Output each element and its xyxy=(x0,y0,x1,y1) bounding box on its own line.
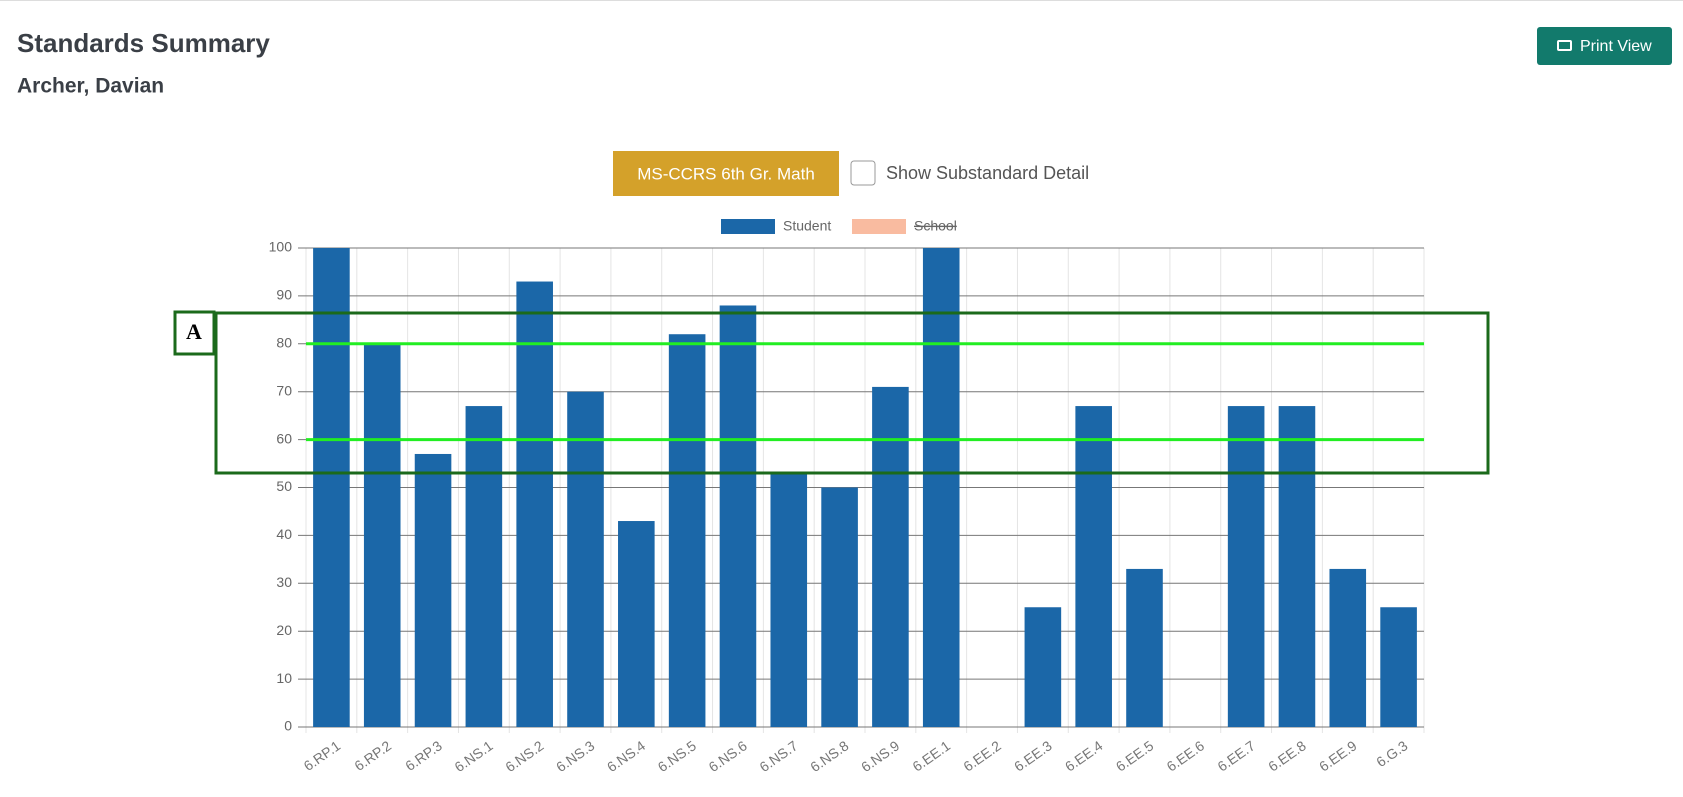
bar xyxy=(1227,406,1265,727)
x-tick-label: 6.RP.1 xyxy=(300,737,343,774)
x-tick-label: 6.EE.9 xyxy=(1316,737,1360,774)
x-tick-label: 6.NS.2 xyxy=(502,737,546,775)
print-icon[interactable] xyxy=(1557,40,1572,51)
x-tick-label: 6.NS.6 xyxy=(706,737,750,775)
bar xyxy=(922,248,960,727)
x-tick-label: 6.EE.1 xyxy=(909,737,953,774)
bar xyxy=(1126,568,1163,727)
y-tick-label: 80 xyxy=(276,335,292,351)
x-tick-label: 6.NS.5 xyxy=(655,737,699,775)
x-tick-label: 6.NS.1 xyxy=(451,737,495,775)
bar xyxy=(516,281,553,727)
y-tick-label: 50 xyxy=(276,478,292,494)
bar xyxy=(1380,607,1417,727)
annotation-tag xyxy=(173,310,216,356)
x-tick-label: 6.EE.2 xyxy=(960,737,1004,774)
bar xyxy=(770,473,808,727)
bar xyxy=(618,521,655,727)
annotation-box xyxy=(214,311,1490,475)
x-tick-label: 6.NS.9 xyxy=(858,737,902,775)
bar xyxy=(1278,406,1316,727)
print-button-bg[interactable] xyxy=(1537,27,1672,65)
x-tick-label: 6.EE.6 xyxy=(1164,737,1208,774)
bar xyxy=(668,334,706,727)
legend-swatch xyxy=(721,219,775,234)
bar xyxy=(414,453,452,727)
bar xyxy=(1329,568,1367,727)
print-button[interactable]: Print View xyxy=(1537,27,1672,65)
standard-button[interactable]: MS-CCRS 6th Gr. Math xyxy=(613,151,839,196)
x-tick-label: 6.EE.7 xyxy=(1214,737,1258,774)
x-tick-label: 6.EE.3 xyxy=(1011,737,1055,774)
print-label[interactable]: Print View xyxy=(1580,38,1652,55)
x-tick-label: 6.NS.4 xyxy=(604,737,648,775)
y-tick-label: 0 xyxy=(284,718,292,734)
standard-button-bg[interactable] xyxy=(613,151,839,196)
bar xyxy=(821,487,858,727)
bar xyxy=(719,305,757,727)
x-tick-label: 6.RP.3 xyxy=(402,737,445,774)
y-tick-label: 10 xyxy=(276,670,292,686)
page-title: Standards Summary xyxy=(17,28,270,58)
x-tick-label: 6.NS.8 xyxy=(807,737,851,775)
x-tick-label: 6.NS.3 xyxy=(553,737,597,775)
student-name: Archer, Davian xyxy=(17,75,164,98)
y-tick-label: 90 xyxy=(276,287,292,303)
bar xyxy=(1024,607,1062,727)
y-tick-label: 100 xyxy=(269,239,293,255)
legend-label: School xyxy=(914,218,957,234)
bar xyxy=(872,386,909,727)
bar xyxy=(567,391,604,727)
x-tick-label: 6.EE.8 xyxy=(1265,737,1309,774)
x-tick-label: 6.EE.5 xyxy=(1113,737,1157,774)
y-tick-label: 70 xyxy=(276,382,292,398)
checkbox[interactable] xyxy=(850,160,876,186)
y-tick-label: 20 xyxy=(276,622,292,638)
x-tick-label: 6.G.3 xyxy=(1373,737,1410,770)
legend-swatch xyxy=(852,219,906,234)
y-tick-label: 40 xyxy=(276,526,292,542)
x-tick-label: 6.EE.4 xyxy=(1062,737,1106,774)
standard-label[interactable]: MS-CCRS 6th Gr. Math xyxy=(637,164,815,183)
bar xyxy=(313,248,350,727)
bar xyxy=(465,406,503,727)
legend-label: Student xyxy=(783,218,831,234)
bar xyxy=(363,343,401,727)
x-tick-label: 6.NS.7 xyxy=(756,737,800,775)
annotation-label: A xyxy=(186,319,202,344)
checkbox-label[interactable]: Show Substandard Detail xyxy=(886,163,1089,183)
bar xyxy=(1075,406,1112,727)
y-tick-label: 30 xyxy=(276,574,292,590)
y-tick-label: 60 xyxy=(276,430,292,446)
x-tick-label: 6.RP.2 xyxy=(351,737,394,774)
